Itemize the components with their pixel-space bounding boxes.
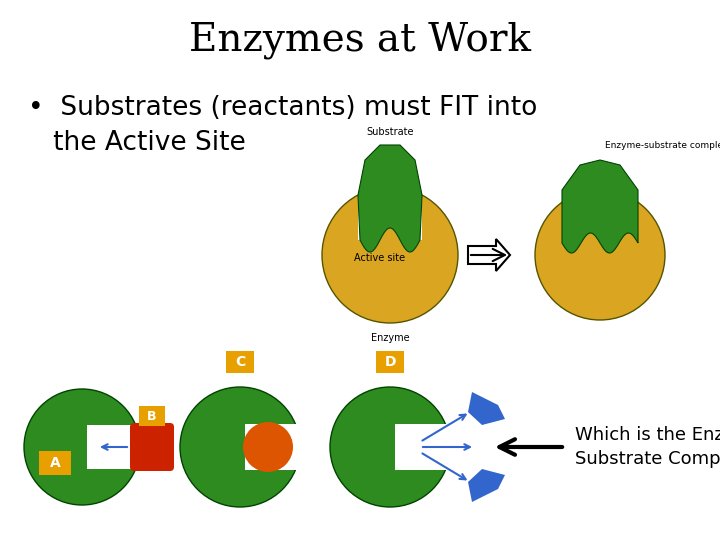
FancyBboxPatch shape	[39, 451, 71, 475]
Polygon shape	[468, 392, 505, 425]
Text: •  Substrates (reactants) must FIT into
   the Active Site: • Substrates (reactants) must FIT into t…	[28, 95, 537, 156]
Text: D: D	[384, 355, 396, 369]
FancyBboxPatch shape	[376, 351, 404, 373]
Text: B: B	[148, 409, 157, 422]
Text: Active site: Active site	[354, 253, 405, 263]
Circle shape	[535, 190, 665, 320]
Circle shape	[24, 389, 140, 505]
Polygon shape	[468, 239, 510, 271]
Polygon shape	[562, 160, 638, 253]
Circle shape	[330, 387, 450, 507]
Polygon shape	[395, 424, 460, 470]
Polygon shape	[245, 424, 310, 470]
Polygon shape	[468, 469, 505, 502]
Circle shape	[322, 187, 458, 323]
Circle shape	[180, 387, 300, 507]
FancyBboxPatch shape	[139, 406, 165, 426]
Text: Substrate: Substrate	[366, 127, 414, 137]
FancyBboxPatch shape	[226, 351, 254, 373]
Text: Which is the Enzyme
Substrate Complex?: Which is the Enzyme Substrate Complex?	[575, 426, 720, 468]
Polygon shape	[358, 145, 422, 252]
Polygon shape	[87, 425, 150, 469]
Text: Enzyme: Enzyme	[371, 333, 409, 343]
FancyBboxPatch shape	[130, 423, 174, 471]
Text: C: C	[235, 355, 245, 369]
Text: Enzymes at Work: Enzymes at Work	[189, 21, 531, 59]
Polygon shape	[358, 195, 422, 252]
Text: A: A	[50, 456, 60, 470]
Circle shape	[243, 422, 293, 472]
Text: Enzyme-substrate complex: Enzyme-substrate complex	[605, 141, 720, 150]
